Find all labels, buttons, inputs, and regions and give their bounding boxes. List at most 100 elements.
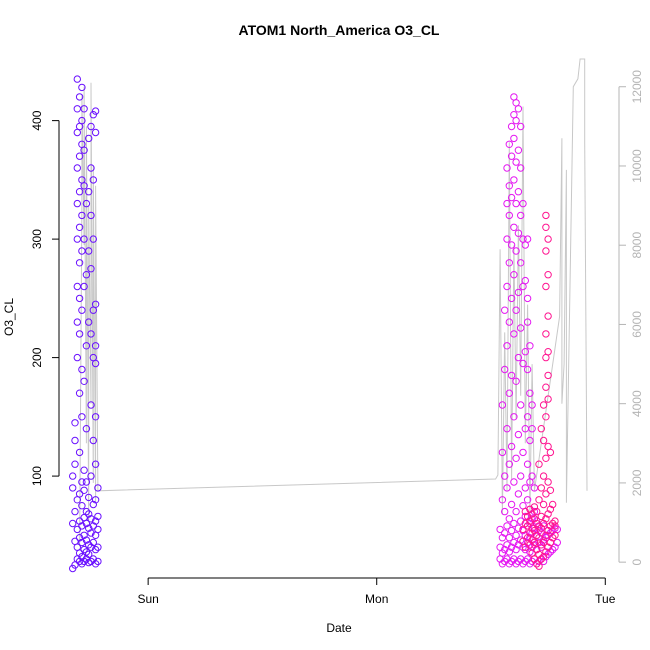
data-point <box>514 229 523 237</box>
data-point <box>542 490 550 498</box>
data-point <box>505 182 513 190</box>
data-point <box>89 176 98 184</box>
data-point <box>519 359 527 368</box>
data-point <box>87 330 95 338</box>
data-point <box>505 548 513 556</box>
data-point <box>549 534 557 542</box>
data-point <box>530 515 539 523</box>
data-point <box>503 164 511 172</box>
data-point <box>551 531 559 539</box>
data-point <box>503 425 511 433</box>
data-point <box>82 478 91 486</box>
data-point <box>501 545 509 554</box>
data-point <box>514 353 523 362</box>
data-point <box>507 526 516 535</box>
data-point <box>85 318 93 326</box>
data-point <box>82 536 91 544</box>
data-point <box>82 425 91 433</box>
data-point <box>507 371 516 380</box>
data-point <box>82 271 91 279</box>
data-point <box>533 507 541 516</box>
data-point <box>523 365 532 374</box>
data-point <box>537 529 545 537</box>
data-point <box>544 543 552 551</box>
data-point <box>91 517 100 525</box>
data-point <box>528 401 536 409</box>
data-point <box>498 448 507 457</box>
data-point <box>539 401 548 409</box>
data-point <box>498 401 507 409</box>
chart-title: ATOM1 North_America O3_CL <box>239 22 440 38</box>
data-point <box>514 105 523 113</box>
data-point <box>537 484 545 492</box>
axes-layer: 100 200 300 400 Sun Mon Tue 0 2000 4000 6000 8000 10… <box>30 70 644 606</box>
data-point <box>514 541 523 549</box>
data-point <box>87 515 95 523</box>
data-point <box>542 553 550 561</box>
y2-tick-label: 2000 <box>630 469 644 496</box>
data-point <box>80 466 88 474</box>
data-point <box>537 541 545 549</box>
data-point <box>514 188 523 196</box>
data-point <box>91 545 100 554</box>
data-point <box>94 512 102 521</box>
data-point <box>75 549 84 557</box>
data-point <box>89 538 98 547</box>
data-point <box>510 413 518 421</box>
y2-tick-label: 0 <box>630 559 644 566</box>
data-point <box>526 517 534 525</box>
data-point <box>80 105 88 113</box>
data-point <box>546 486 555 494</box>
data-point <box>551 522 559 530</box>
data-point <box>528 557 536 566</box>
data-point <box>507 152 516 160</box>
data-point <box>503 484 511 492</box>
data-point <box>523 460 532 468</box>
data-point <box>69 472 77 480</box>
data-point <box>542 330 550 338</box>
data-point <box>507 500 516 509</box>
data-point <box>530 503 539 511</box>
data-point <box>505 318 513 326</box>
data-point <box>542 211 550 220</box>
data-point <box>78 211 86 220</box>
data-point <box>75 448 84 457</box>
data-point <box>523 235 532 243</box>
y-tick-label: 400 <box>30 110 44 130</box>
points-layer <box>69 75 561 573</box>
data-point <box>498 560 507 568</box>
data-point <box>75 259 84 267</box>
data-point <box>505 389 513 397</box>
data-point <box>75 152 84 160</box>
data-point <box>535 522 543 530</box>
data-point <box>512 377 520 385</box>
data-point <box>75 534 84 542</box>
data-point <box>89 522 98 530</box>
data-point <box>514 524 523 532</box>
data-point <box>87 472 95 480</box>
data-point <box>85 524 93 532</box>
data-point <box>87 164 95 172</box>
data-point <box>523 522 532 530</box>
data-point <box>542 282 550 291</box>
data-point <box>514 288 523 297</box>
data-point <box>85 510 93 518</box>
data-point <box>507 122 516 131</box>
data-point <box>82 199 91 208</box>
data-point <box>91 496 100 504</box>
data-point <box>507 241 516 249</box>
data-point <box>71 419 79 427</box>
data-point <box>80 146 88 154</box>
data-point <box>530 507 539 516</box>
x-tick-label: Mon <box>365 592 388 606</box>
data-point <box>514 490 523 498</box>
y2-tick-label: 6000 <box>630 311 644 338</box>
data-point <box>523 534 532 542</box>
data-point <box>521 545 529 554</box>
data-point <box>501 529 509 537</box>
data-point <box>542 383 550 391</box>
data-point <box>69 484 77 492</box>
data-point <box>73 318 82 326</box>
data-point <box>537 524 545 532</box>
plot-area-frame <box>59 59 619 578</box>
